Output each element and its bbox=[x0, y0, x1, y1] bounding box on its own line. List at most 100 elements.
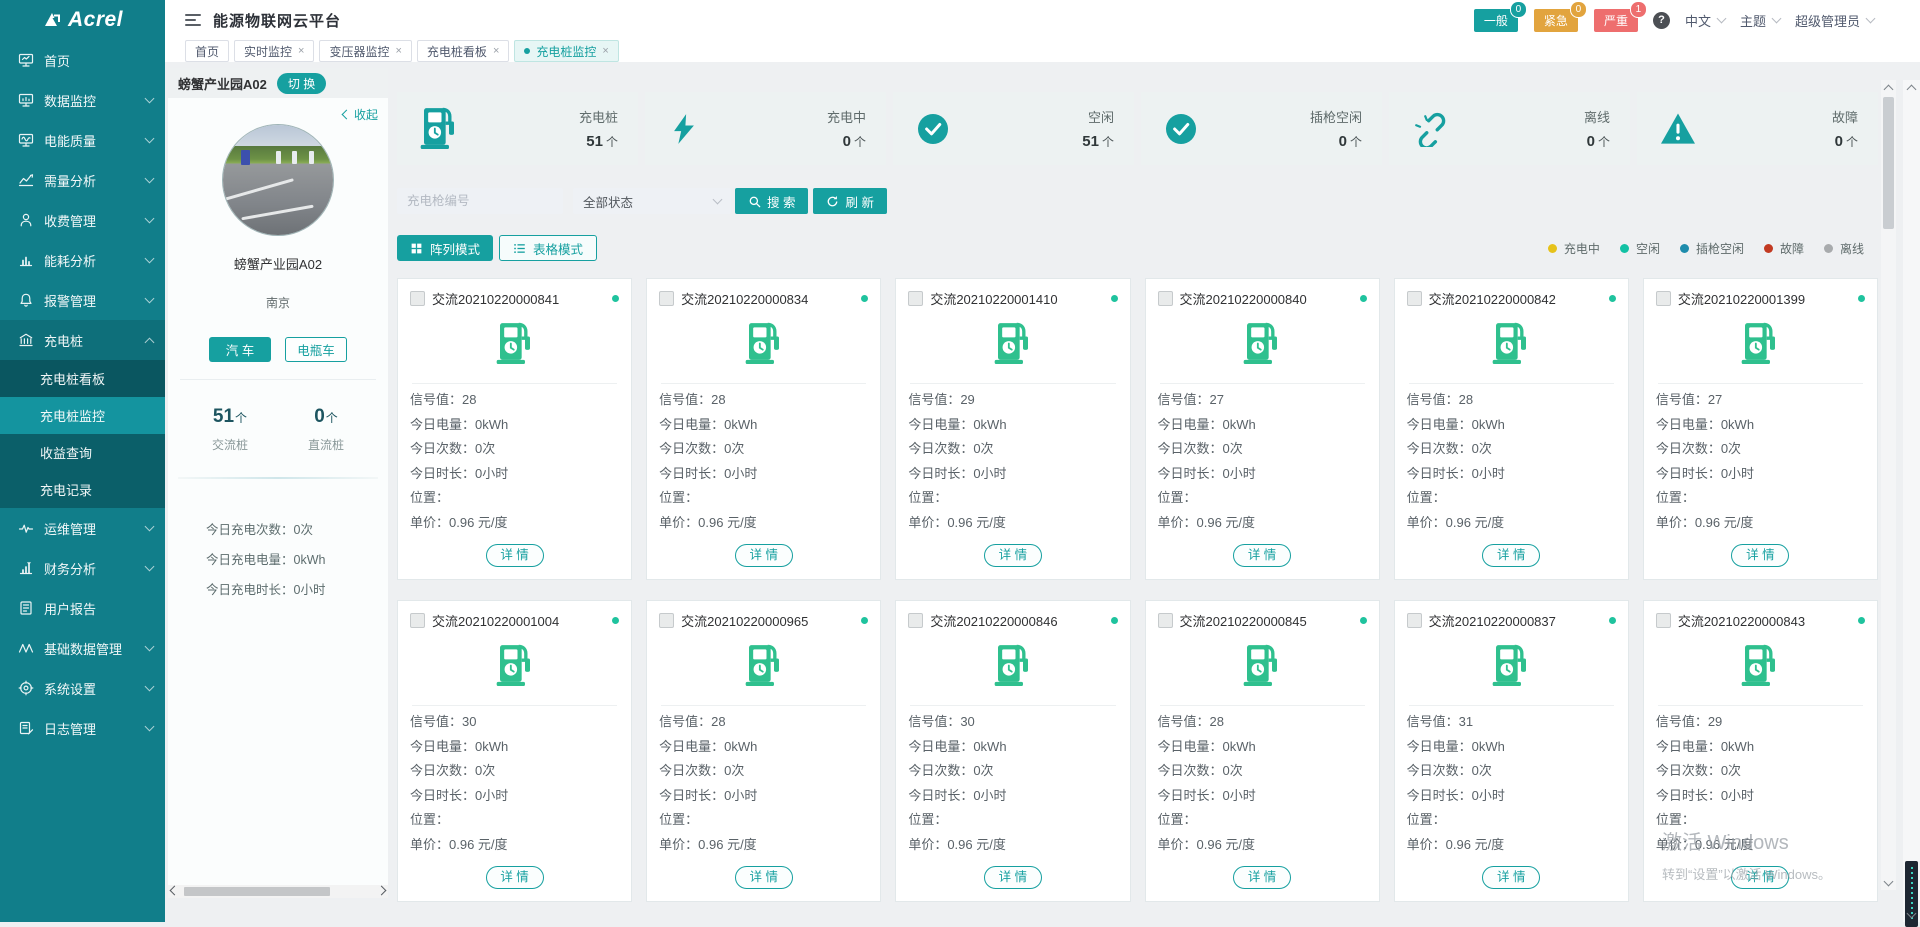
sidebar-item[interactable]: 首页 bbox=[0, 40, 165, 80]
scroll-up-arrow[interactable] bbox=[1881, 80, 1896, 95]
pile-checkbox[interactable] bbox=[1157, 291, 1173, 306]
detail-button[interactable]: 详 情 bbox=[1731, 544, 1790, 567]
gun-number-input[interactable] bbox=[397, 188, 563, 214]
sidebar-item[interactable]: 报警管理 bbox=[0, 280, 165, 320]
horizontal-scrollbar[interactable] bbox=[168, 885, 388, 898]
chevron-icon bbox=[144, 213, 155, 224]
detail-button[interactable]: 详 情 bbox=[485, 866, 544, 889]
vehicle-button[interactable]: 电瓶车 bbox=[285, 337, 347, 362]
sidebar-item[interactable]: 用户报告 bbox=[0, 588, 165, 628]
close-tab-icon[interactable]: × bbox=[602, 44, 609, 57]
sidebar-item-label: 数据监控 bbox=[44, 93, 97, 109]
tab-首页[interactable]: 首页 bbox=[185, 40, 230, 62]
sidebar-subitem[interactable]: 充电桩看板 bbox=[0, 360, 165, 397]
pile-checkbox[interactable] bbox=[659, 613, 675, 628]
stat-label: 充电桩 bbox=[578, 110, 618, 125]
mode-button-阵列模式[interactable]: 阵列模式 bbox=[397, 235, 494, 261]
sidebar-item[interactable]: 日志管理 bbox=[0, 708, 165, 748]
scrollbar-track[interactable] bbox=[1881, 95, 1896, 875]
detail-button[interactable]: 详 情 bbox=[983, 866, 1042, 889]
sidebar-subitem[interactable]: 充电桩监控 bbox=[0, 397, 165, 434]
language-label: 中文 bbox=[1684, 13, 1711, 29]
status-select[interactable]: 全部状态 bbox=[573, 188, 731, 214]
scrollbar-thumb[interactable] bbox=[1905, 861, 1918, 927]
content: 螃蟹产业园A02 切 换 收起 螃蟹产业园A02 南京 汽 车电瓶车 51个 交流… bbox=[165, 62, 1920, 922]
close-tab-icon[interactable]: × bbox=[492, 44, 500, 57]
tab-变压器监控[interactable]: 变压器监控 × bbox=[319, 40, 412, 62]
duration-row: 今日时长：0小时 bbox=[410, 465, 509, 481]
sidebar-item[interactable]: 收费管理 bbox=[0, 200, 165, 240]
tab-充电桩看板[interactable]: 充电桩看板 × bbox=[416, 40, 510, 62]
close-tab-icon[interactable]: × bbox=[395, 44, 402, 57]
location-row: 位置： bbox=[908, 812, 948, 827]
alarm-button[interactable]: 紧急 0 bbox=[1533, 0, 1587, 32]
scroll-down-arrow[interactable] bbox=[1881, 875, 1896, 890]
detail-button[interactable]: 详 情 bbox=[734, 544, 793, 567]
switch-station-button[interactable]: 切 换 bbox=[276, 72, 327, 94]
pile-card-header: 交流20210220000842 bbox=[1406, 289, 1616, 308]
user-dropdown[interactable]: 超级管理员 bbox=[1795, 11, 1876, 30]
scrollbar-thumb[interactable] bbox=[1883, 97, 1894, 229]
collapse-panel-link[interactable]: 收起 bbox=[341, 106, 378, 123]
scroll-left-arrow[interactable] bbox=[168, 885, 181, 898]
search-button[interactable]: 搜 索 bbox=[735, 188, 809, 214]
alarm-button[interactable]: 一般 0 bbox=[1473, 0, 1527, 32]
monitor-icon bbox=[18, 92, 34, 108]
pile-checkbox[interactable] bbox=[1655, 613, 1671, 628]
detail-button[interactable]: 详 情 bbox=[1482, 544, 1541, 567]
pile-checkbox[interactable] bbox=[1406, 613, 1422, 628]
sidebar-item[interactable]: 能耗分析 bbox=[0, 240, 165, 280]
tab-充电桩监控[interactable]: 充电桩监控 × bbox=[514, 40, 619, 62]
detail-button[interactable]: 详 情 bbox=[1731, 866, 1790, 889]
detail-button[interactable]: 详 情 bbox=[734, 866, 793, 889]
horizontal-scrollbar-thumb[interactable] bbox=[184, 887, 330, 896]
close-tab-icon[interactable]: × bbox=[298, 44, 305, 57]
pile-checkbox[interactable] bbox=[908, 291, 924, 306]
mode-button-表格模式[interactable]: 表格模式 bbox=[499, 235, 598, 261]
pile-checkbox[interactable] bbox=[410, 291, 425, 306]
location-row: 位置： bbox=[410, 490, 450, 505]
price-row: 单价：0.96 元/度 bbox=[1406, 514, 1505, 530]
detail-button[interactable]: 详 情 bbox=[1482, 866, 1541, 889]
pile-checkbox[interactable] bbox=[1406, 291, 1422, 306]
detail-button[interactable]: 详 情 bbox=[1233, 866, 1292, 889]
detail-button[interactable]: 详 情 bbox=[485, 544, 544, 567]
pile-checkbox[interactable] bbox=[1655, 291, 1671, 306]
detail-button[interactable]: 详 情 bbox=[1233, 544, 1292, 567]
sidebar-subitem[interactable]: 充电记录 bbox=[0, 471, 165, 508]
sidebar-item[interactable]: 基础数据管理 bbox=[0, 628, 165, 668]
pile-checkbox[interactable] bbox=[659, 291, 675, 306]
pile-checkbox[interactable] bbox=[908, 613, 924, 628]
refresh-button[interactable]: 刷 新 bbox=[813, 188, 887, 214]
scroll-right-arrow[interactable] bbox=[375, 885, 388, 898]
sidebar-item[interactable]: 电能质量 bbox=[0, 120, 165, 160]
detail-button[interactable]: 详 情 bbox=[983, 544, 1042, 567]
sidebar-item[interactable]: 充电桩 bbox=[0, 320, 165, 360]
sidebar-item[interactable]: 运维管理 bbox=[0, 508, 165, 548]
chevron-icon bbox=[144, 173, 155, 184]
collapse-menu-icon[interactable] bbox=[185, 11, 201, 29]
scrollbar-track[interactable] bbox=[1903, 95, 1920, 927]
theme-dropdown[interactable]: 主题 bbox=[1740, 11, 1782, 30]
alarm-button[interactable]: 严重 1 bbox=[1593, 0, 1647, 32]
language-dropdown[interactable]: 中文 bbox=[1684, 11, 1727, 30]
mode-row: 阵列模式 表格模式 充电中 空闲 插枪空闲 故障 离线 bbox=[397, 235, 1878, 261]
help-icon[interactable]: ? bbox=[1652, 11, 1670, 29]
stat-text: 故障 0 个 bbox=[1832, 107, 1858, 150]
tab-label: 实时监控 bbox=[244, 44, 293, 59]
window-scrollbar[interactable] bbox=[1903, 80, 1920, 927]
sidebar-item[interactable]: 数据监控 bbox=[0, 80, 165, 120]
sidebar-subitem[interactable]: 收益查询 bbox=[0, 434, 165, 471]
pile-checkbox[interactable] bbox=[1157, 613, 1173, 628]
sidebar-item[interactable]: 需量分析 bbox=[0, 160, 165, 200]
inner-scrollbar[interactable] bbox=[1881, 80, 1896, 890]
vehicle-button[interactable]: 汽 车 bbox=[209, 337, 271, 362]
stat-value: 51 个 bbox=[586, 133, 618, 150]
pile-checkbox[interactable] bbox=[410, 613, 425, 628]
status-select-value: 全部状态 bbox=[583, 195, 634, 210]
legend-item-故障: 故障 bbox=[1763, 240, 1804, 257]
sidebar-item[interactable]: 系统设置 bbox=[0, 668, 165, 708]
scroll-up-arrow[interactable] bbox=[1903, 80, 1920, 95]
sidebar-item[interactable]: 财务分析 bbox=[0, 548, 165, 588]
tab-实时监控[interactable]: 实时监控 × bbox=[234, 40, 315, 62]
